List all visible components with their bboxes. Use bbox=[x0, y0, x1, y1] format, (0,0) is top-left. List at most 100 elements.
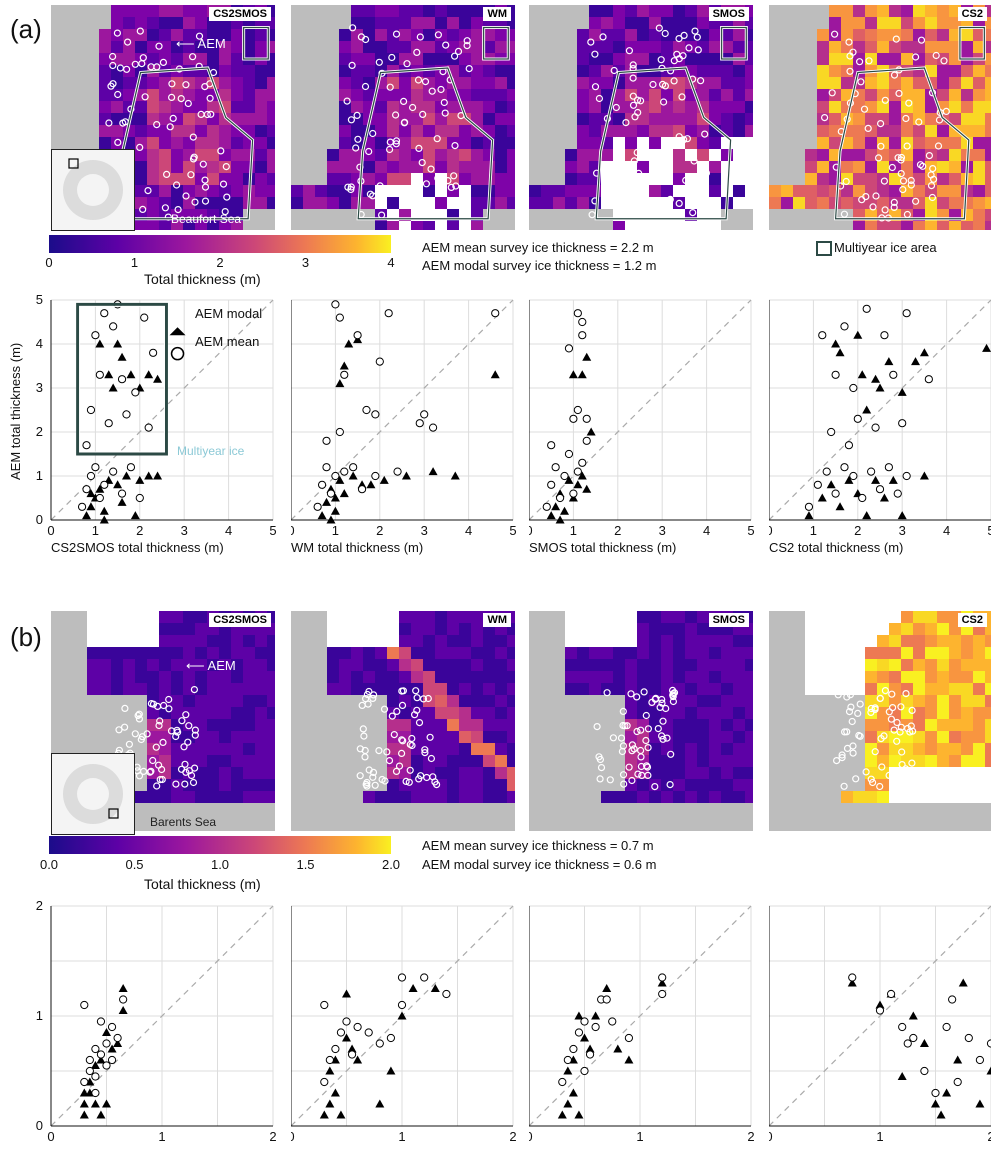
aem-modal-point bbox=[858, 370, 867, 378]
colorbar-b-tick: 0.5 bbox=[125, 857, 143, 872]
x-tick-label: 5 bbox=[509, 523, 516, 538]
aem-mean-point bbox=[819, 332, 826, 339]
aem-mean-point bbox=[97, 1051, 104, 1058]
aem-mean-point bbox=[118, 490, 125, 497]
aem-mean-point bbox=[859, 494, 866, 501]
aem-mean-point bbox=[949, 996, 956, 1003]
x-tick-label: 0 bbox=[529, 1129, 533, 1144]
colorbar-b-tick: 1.0 bbox=[211, 857, 229, 872]
aem-mean-point bbox=[954, 1078, 961, 1085]
y-tick-label: 1 bbox=[36, 1008, 43, 1023]
aem-mean-point bbox=[87, 406, 94, 413]
aem-mean-point bbox=[332, 472, 339, 479]
aem-mean-point bbox=[97, 1018, 104, 1025]
aem-modal-point bbox=[862, 511, 871, 519]
panel-b-letter: (b) bbox=[10, 622, 42, 653]
aem-mean-point bbox=[341, 468, 348, 475]
aem-mean-point bbox=[118, 376, 125, 383]
aem-mean-point bbox=[823, 468, 830, 475]
aem-mean-point bbox=[943, 1023, 950, 1030]
aem-mean-point bbox=[350, 464, 357, 471]
y-tick-label: 0 bbox=[36, 1118, 43, 1133]
aem-mean-point bbox=[565, 345, 572, 352]
aem-modal-point bbox=[126, 370, 135, 378]
scatter-plot-8: 012 bbox=[769, 900, 991, 1151]
x-tick-label: 3 bbox=[899, 523, 906, 538]
x-tick-label: 5 bbox=[269, 523, 276, 538]
aem-modal-point bbox=[86, 502, 95, 510]
x-tick-label: 5 bbox=[987, 523, 991, 538]
aem-modal-point bbox=[429, 467, 438, 475]
x-tick-label: 4 bbox=[943, 523, 950, 538]
aem-mean-point bbox=[83, 442, 90, 449]
aem-modal-point bbox=[96, 1111, 105, 1119]
aem-mean-point bbox=[543, 503, 550, 510]
aem-mean-point bbox=[854, 415, 861, 422]
aem-mean-point bbox=[398, 1001, 405, 1008]
aem-mean-point bbox=[564, 1056, 571, 1063]
aem-modal-point bbox=[113, 480, 122, 488]
aem-mean-point bbox=[888, 990, 895, 997]
colorbar-a-tick: 2 bbox=[216, 255, 223, 270]
aem-modal-point bbox=[409, 984, 418, 992]
aem-modal-point bbox=[491, 370, 500, 378]
map-b-3: SMOS bbox=[529, 611, 753, 831]
aem-mean-point bbox=[86, 1056, 93, 1063]
aem-modal-point bbox=[318, 511, 327, 519]
aem-mean-point bbox=[814, 481, 821, 488]
colorbar-b bbox=[49, 836, 391, 854]
aem-mean-point bbox=[332, 301, 339, 308]
aem-mean-point bbox=[314, 503, 321, 510]
aem-modal-point bbox=[547, 511, 556, 519]
aem-modal-point bbox=[366, 480, 375, 488]
aem-mean-point bbox=[92, 1089, 99, 1096]
map-label-b-4: CS2 bbox=[958, 613, 987, 627]
aem-modal-point bbox=[871, 476, 880, 484]
aem-mean-point bbox=[96, 494, 103, 501]
aem-mean-point bbox=[574, 406, 581, 413]
aem-mean-point bbox=[92, 1045, 99, 1052]
aem-mean-point bbox=[903, 310, 910, 317]
aem-modal-point bbox=[818, 494, 827, 502]
aem-mean-point bbox=[832, 371, 839, 378]
x-tick-label: 2 bbox=[509, 1129, 516, 1144]
aem-modal-point bbox=[153, 375, 162, 383]
aem-mean-point bbox=[421, 411, 428, 418]
x-tick-label: 3 bbox=[181, 523, 188, 538]
aem-mean-point bbox=[394, 468, 401, 475]
legend-circle-icon bbox=[172, 348, 184, 360]
aem-modal-point bbox=[573, 480, 582, 488]
arrow-left-icon: ⟵ bbox=[186, 658, 205, 673]
aem-modal-point bbox=[563, 1100, 572, 1108]
aem-modal-point bbox=[558, 1111, 567, 1119]
aem-modal-point bbox=[80, 1100, 89, 1108]
aem-mean-point bbox=[932, 1089, 939, 1096]
aem-modal-point bbox=[880, 494, 889, 502]
aem-modal-point bbox=[91, 1100, 100, 1108]
aem-mean-point bbox=[92, 464, 99, 471]
x-axis-label: WM total thickness (m) bbox=[291, 540, 423, 555]
map-label-a-4: CS2 bbox=[958, 7, 987, 21]
aem-mean-point bbox=[832, 490, 839, 497]
aem-mean-point bbox=[429, 424, 436, 431]
aem-mean-point bbox=[899, 420, 906, 427]
colorbar-a-tick: 3 bbox=[302, 255, 309, 270]
scatter-plot-7: 012 bbox=[529, 900, 763, 1151]
aem-mean-point bbox=[123, 411, 130, 418]
aem-mean-point bbox=[372, 472, 379, 479]
aem-modal-point bbox=[342, 990, 351, 998]
inset-locator-map bbox=[51, 753, 135, 835]
map-b-4: CS2 bbox=[769, 611, 991, 831]
aem-mean-point bbox=[965, 1034, 972, 1041]
aem-mean-point bbox=[376, 358, 383, 365]
y-tick-label: 5 bbox=[36, 294, 43, 307]
aem-modal-point bbox=[804, 511, 813, 519]
x-tick-label: 0 bbox=[769, 523, 773, 538]
aem-modal-point bbox=[975, 1100, 984, 1108]
x-tick-label: 0 bbox=[291, 523, 295, 538]
aem-modal-point bbox=[569, 370, 578, 378]
aem-modal-point bbox=[953, 1056, 962, 1064]
scatter-plot-6: 012 bbox=[291, 900, 525, 1151]
aem-mean-point bbox=[136, 494, 143, 501]
aem-modal-point bbox=[431, 984, 440, 992]
